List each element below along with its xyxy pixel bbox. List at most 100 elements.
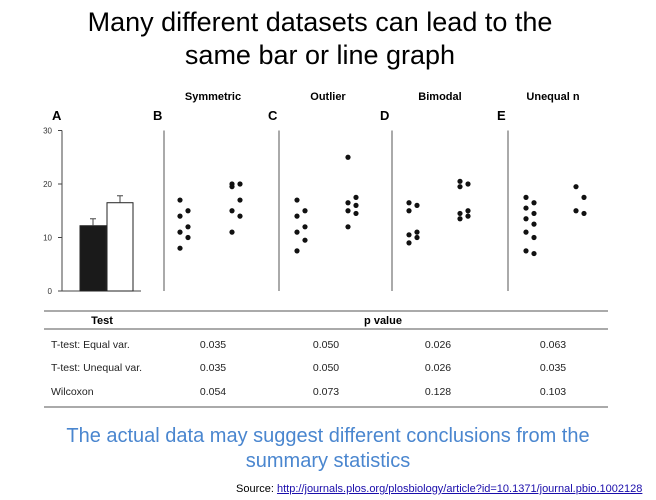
data-point [414,229,420,235]
data-point [465,213,471,219]
data-point [294,229,300,235]
data-point [406,208,412,214]
table-header-test: Test [91,315,113,327]
y-tick-label: 30 [43,127,52,136]
p-value-table: Test p value T-test: Equal var. 0.035 0.050 0… [44,310,608,408]
data-point [294,213,300,219]
panel-title: Unequal n [526,91,579,103]
data-point [457,216,463,222]
y-tick-label: 10 [43,234,52,243]
data-point [345,224,351,230]
data-point [177,197,183,203]
slide-title-line-2: same bar or line graph [184,40,456,70]
data-point [177,213,183,219]
data-point [302,224,308,230]
table-cell-p-value: 0.073 [313,386,339,398]
data-point [523,194,529,200]
table-row-label: Wilcoxon [51,386,94,398]
data-point [573,208,579,214]
data-point [185,224,191,230]
panel-letter: E [497,108,506,123]
y-tick-label: 20 [43,180,52,189]
table-cell-p-value: 0.050 [313,362,339,374]
data-point [406,232,412,238]
panel-letter: D [380,108,389,123]
table-cell-p-value: 0.035 [200,362,226,374]
slide-title: Many different datasets can lead to the … [0,6,640,72]
bar [106,202,134,292]
data-point [302,237,308,243]
data-point [457,184,463,190]
data-point [406,200,412,206]
data-point [353,202,359,208]
data-point [406,240,412,246]
data-point [531,210,537,217]
table-cell-p-value: 0.128 [425,386,451,398]
data-point [185,234,191,241]
data-point [523,248,529,254]
data-point [229,229,235,235]
data-point [345,154,351,160]
data-point [237,197,243,203]
data-point [465,208,471,214]
data-point [414,234,420,241]
table-cell-p-value: 0.050 [313,339,339,351]
panel-title: Symmetric [185,91,241,103]
data-point [531,250,537,257]
table-cell-p-value: 0.026 [425,362,451,374]
slide-title-line-1: Many different datasets can lead to the [87,7,553,37]
panel-letter: C [268,108,278,123]
panel-title: Outlier [310,91,346,103]
table-row-label: T-test: Unequal var. [51,362,142,374]
data-point [523,216,529,222]
data-point [229,208,235,214]
table-cell-p-value: 0.035 [540,362,566,374]
table-row-label: T-test: Equal var. [51,339,130,351]
panel-a: A 0 10 20 30 [43,108,141,296]
data-point [237,213,243,219]
data-point [345,208,351,214]
data-point [345,200,351,206]
data-point [177,229,183,235]
source-label: Source: [236,483,274,495]
data-point [457,210,463,217]
data-point [531,234,537,241]
data-point [457,178,463,184]
data-point [523,205,529,211]
data-point [353,210,359,217]
table-header-p-value: p value [364,315,402,327]
slide-subtitle-line-1: The actual data may suggest different co… [66,425,590,447]
slide-subtitle: The actual data may suggest different co… [0,424,656,474]
data-point [581,210,587,217]
data-point [353,194,359,200]
table-cell-p-value: 0.103 [540,386,566,398]
data-point [237,181,243,187]
data-point [294,248,300,254]
data-point [531,221,537,227]
source-citation: Source: http://journals.plos.org/plosbio… [236,483,642,495]
data-point [177,245,183,251]
source-link[interactable]: http://journals.plos.org/plosbiology/art… [276,483,643,495]
slide-subtitle-line-2: summary statistics [245,450,411,472]
data-point [523,229,529,235]
panel-letter: B [153,108,162,123]
table-cell-p-value: 0.035 [200,339,226,351]
panel-c: Outlier C [268,91,359,291]
data-point [414,202,420,208]
data-point [294,197,300,203]
table-cell-p-value: 0.026 [425,339,451,351]
y-tick-label: 0 [48,287,53,296]
data-point [229,184,235,190]
panel-title: Bimodal [418,91,461,103]
data-point [531,200,537,206]
data-point [185,208,191,214]
table-cell-p-value: 0.063 [540,339,566,351]
panel-letter-a: A [52,108,62,123]
data-point [465,181,471,187]
panel-e: Unequal n E [497,91,587,291]
data-point [302,208,308,214]
data-point [573,184,579,190]
panel-b: Symmetric B [153,91,243,291]
bar [79,225,107,292]
